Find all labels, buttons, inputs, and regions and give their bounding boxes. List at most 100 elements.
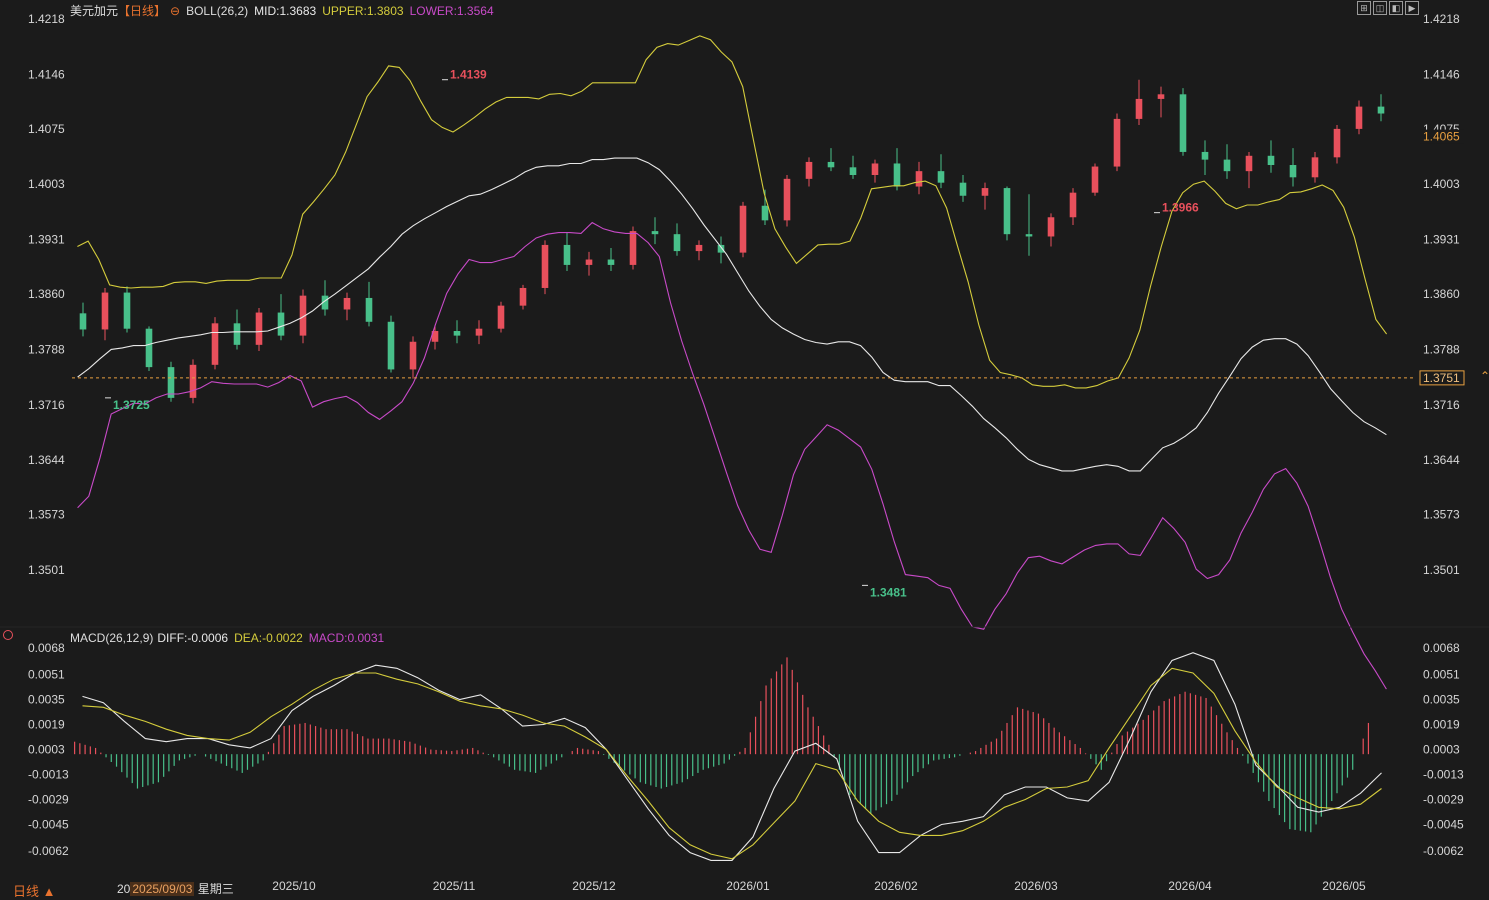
candle-body (189, 364, 197, 398)
candle-body (761, 205, 769, 221)
candle-body (673, 234, 681, 252)
boll-upper-line (77, 35, 1388, 389)
macd-y-tick-right: -0.0013 (1423, 767, 1464, 781)
period-toggle-button[interactable]: 日线 ▲ (13, 884, 56, 899)
candle-body (915, 171, 923, 187)
candle-body (695, 244, 703, 252)
next-icon[interactable]: ▶ (1405, 1, 1419, 15)
price-annotation: 1.3966 (1162, 201, 1199, 215)
y-tick-left: 1.3931 (28, 233, 65, 247)
fullscreen-icon[interactable]: ⊞ (1357, 1, 1371, 15)
candle-body (827, 161, 835, 168)
candle-body (805, 161, 813, 179)
candle-body (541, 244, 549, 288)
candle-body (849, 167, 857, 176)
macd-header: MACD(26,12,9) DIFF:-0.0006 DEA:-0.0022 MACD… (70, 631, 390, 645)
macd-y-tick-left: -0.0045 (28, 817, 69, 831)
candle-body (563, 244, 571, 265)
x-tick-label: 2025/12 (572, 879, 616, 893)
period-label[interactable]: 【日线】 (118, 4, 167, 18)
y-tick-left: 1.3501 (28, 563, 65, 577)
candle-body (1135, 98, 1143, 119)
candle-body (299, 295, 307, 336)
last-price-text: 1.3751 (1423, 371, 1460, 385)
macd-label[interactable]: MACD(26,12,9) (70, 631, 154, 645)
symbol-label: 美元加元 (70, 4, 119, 18)
layout-icon[interactable]: ◫ (1373, 1, 1387, 15)
candle-body (1377, 106, 1385, 114)
x-tick-label: 2026/02 (874, 879, 918, 893)
candle-body (739, 205, 747, 253)
y-tick-right: 1.3644 (1423, 453, 1460, 467)
macd-y-tick-left: 0.0068 (28, 641, 65, 655)
y-tick-left: 1.4003 (28, 177, 65, 191)
candle-body (277, 312, 285, 336)
candle-body (783, 178, 791, 221)
price-annotation: 1.3481 (870, 585, 907, 599)
boll-header: 美元加元【日线】 ⊖ BOLL(26,2) MID:1.3683 UPPER:1.380… (70, 2, 500, 19)
candle-body (79, 313, 87, 330)
y-tick-left: 1.3860 (28, 287, 65, 301)
macd-y-tick-left: -0.0013 (28, 767, 69, 781)
candle-body (871, 163, 879, 176)
macd-y-tick-right: -0.0029 (1423, 792, 1464, 806)
y-tick-right: 1.4003 (1423, 177, 1460, 191)
candle-body (1333, 128, 1341, 158)
boll-mid-line (77, 157, 1387, 472)
x-tick-label: 2026/04 (1168, 879, 1212, 893)
candle-body (409, 341, 417, 370)
y-tick-left: 1.3644 (28, 453, 65, 467)
candle-body (1355, 106, 1363, 129)
candle-body (585, 259, 593, 265)
x-tick-label: 2025/10 (272, 879, 316, 893)
macd-y-tick-right: -0.0045 (1423, 817, 1464, 831)
y-tick-left: 1.4075 (28, 122, 65, 136)
diff-value: DIFF:-0.0006 (157, 631, 229, 645)
dea-value: DEA:-0.0022 (234, 631, 303, 645)
candle-body (1245, 155, 1253, 172)
x-tick-label: 2026/01 (726, 879, 770, 893)
boll-upper-value: UPPER:1.3803 (322, 4, 404, 18)
candle-body (937, 171, 945, 183)
candle-body (365, 297, 373, 322)
boll-lower-value: LOWER:1.3564 (409, 4, 494, 18)
date-tip-weekday: 星期三 (197, 882, 234, 896)
date-tip-date: 2025/09/03 (130, 882, 195, 896)
x-tick-label: 2026/03 (1014, 879, 1058, 893)
macd-y-tick-right: 0.0019 (1423, 718, 1460, 732)
y-tick-left: 1.4146 (28, 67, 65, 81)
candle-body (651, 231, 659, 235)
indicator-dot-icon[interactable] (3, 630, 13, 640)
upper-price-tag (1420, 129, 1464, 144)
boll-mid-value: MID:1.3683 (254, 4, 317, 18)
candle-body (1091, 166, 1099, 193)
y-tick-right: 1.4146 (1423, 67, 1460, 81)
macd-dea-line (82, 667, 1382, 860)
macd-y-tick-right: 0.0003 (1423, 743, 1460, 757)
candle-body (1003, 188, 1011, 235)
settings-icon[interactable]: ⊖ (170, 4, 181, 18)
last-price-tag (1419, 370, 1465, 386)
candle-body (1223, 159, 1231, 172)
y-tick-right: 1.3573 (1423, 508, 1460, 522)
boll-label[interactable]: BOLL(26,2) (186, 4, 249, 18)
candle-body (321, 295, 329, 310)
y-tick-right: 1.3788 (1423, 342, 1460, 356)
macd-y-tick-right: 0.0051 (1423, 668, 1460, 682)
boll-lower-line (77, 221, 1387, 690)
candle-body (1157, 94, 1165, 99)
macd-y-tick-left: 0.0003 (28, 743, 65, 757)
candle-body (1179, 94, 1187, 152)
y-tick-right: 1.3860 (1423, 287, 1460, 301)
y-tick-left: 1.3788 (28, 342, 65, 356)
price-annotation: 1.4139 (450, 68, 487, 82)
macd-y-tick-left: 0.0051 (28, 668, 65, 682)
candle-body (607, 259, 615, 265)
candle-body (1069, 192, 1077, 218)
upper-price-text: 1.4065 (1423, 130, 1460, 144)
candle-body (717, 244, 725, 253)
prev-icon[interactable]: ◧ (1389, 1, 1403, 15)
macd-y-tick-right: 0.0068 (1423, 641, 1460, 655)
candle-body (1201, 151, 1209, 160)
